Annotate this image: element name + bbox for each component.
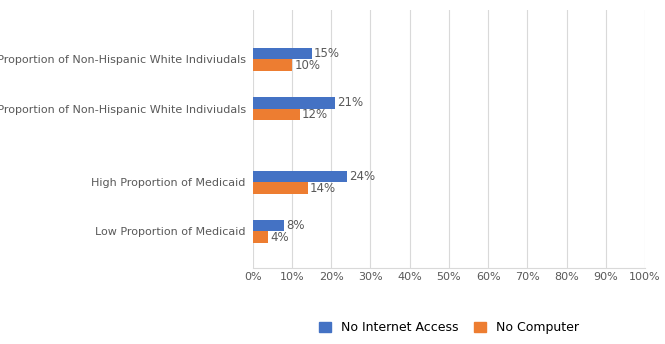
Bar (253, 60, 292, 71)
Bar (253, 171, 347, 182)
Text: 21%: 21% (337, 96, 364, 109)
Bar (253, 109, 300, 120)
Bar (253, 48, 311, 60)
Legend: No Internet Access, No Computer: No Internet Access, No Computer (314, 316, 584, 340)
Text: 24%: 24% (349, 170, 375, 183)
Bar (253, 232, 269, 243)
Bar (253, 97, 335, 109)
Text: 14%: 14% (310, 182, 336, 195)
Text: 15%: 15% (314, 47, 340, 60)
Text: 12%: 12% (302, 108, 329, 121)
Bar (253, 182, 308, 194)
Text: 10%: 10% (295, 59, 321, 72)
Bar (253, 220, 284, 232)
Text: 4%: 4% (271, 231, 289, 244)
Text: 8%: 8% (287, 219, 305, 232)
